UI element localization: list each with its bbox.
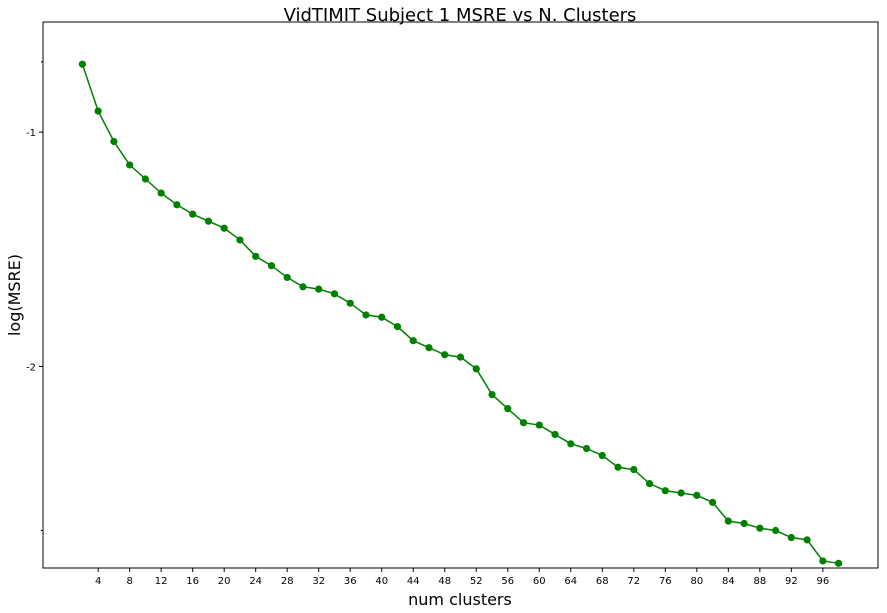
data-point [630, 465, 638, 474]
data-point [551, 430, 559, 439]
y-axis-label: log(MSRE) [5, 254, 24, 336]
data-point [220, 224, 228, 232]
data-point [189, 210, 197, 218]
series-line [81, 63, 839, 565]
data-point [787, 533, 795, 542]
x-tick-label: 32 [312, 576, 325, 587]
data-point [803, 536, 811, 544]
y-tick-label: -2 [26, 362, 36, 373]
data-point [519, 419, 528, 427]
data-point [567, 440, 575, 448]
y-tick-label: -1 [26, 128, 36, 139]
data-point [504, 405, 512, 413]
y-axis-ticks: -1 -2 [26, 61, 43, 532]
data-point [110, 137, 118, 146]
x-tick-label: 40 [375, 576, 388, 587]
data-point [299, 283, 307, 291]
data-point [393, 323, 402, 331]
data-point [378, 313, 386, 321]
data-point [157, 189, 165, 197]
data-point [252, 252, 260, 260]
data-point [330, 290, 339, 298]
x-tick-label: 84 [722, 576, 735, 587]
x-tick-label: 88 [753, 576, 766, 587]
data-point [126, 161, 134, 169]
data-point [456, 353, 465, 361]
x-axis-label: num clusters [408, 590, 512, 609]
x-tick-label: 56 [501, 576, 514, 587]
data-point [346, 299, 354, 307]
data-point [819, 557, 827, 565]
data-point [488, 390, 496, 399]
data-point [441, 351, 449, 359]
data-point [236, 236, 244, 244]
data-points [78, 60, 843, 567]
x-tick-label: 80 [690, 576, 703, 587]
data-point [708, 498, 717, 506]
data-point [141, 175, 150, 183]
data-point [677, 489, 685, 497]
x-tick-label: 60 [533, 576, 546, 587]
data-point [835, 559, 843, 567]
x-tick-label: 72 [627, 576, 640, 587]
data-point [645, 480, 654, 488]
data-point [173, 201, 181, 209]
data-point [409, 337, 417, 345]
x-tick-label: 48 [438, 576, 451, 587]
data-point [283, 273, 291, 282]
x-tick-label: 36 [344, 576, 357, 587]
data-point [267, 262, 276, 270]
data-point [693, 491, 701, 499]
data-point [362, 311, 370, 319]
chart-title: VidTIMIT Subject 1 MSRE vs N. Clusters [284, 5, 637, 26]
data-point [582, 444, 591, 453]
data-point [204, 217, 213, 225]
plot-frame [42, 21, 879, 569]
x-tick-label: 12 [155, 576, 168, 587]
x-tick-label: 96 [816, 576, 829, 587]
data-point [425, 344, 433, 352]
data-point [94, 107, 102, 115]
series-line-group [81, 63, 839, 565]
data-point [598, 451, 606, 460]
data-point [740, 519, 748, 528]
data-point [661, 487, 669, 495]
data-point [315, 285, 323, 293]
data-point [535, 421, 543, 429]
x-tick-label: 76 [659, 576, 672, 587]
x-tick-label: 52 [470, 576, 483, 587]
x-tick-label: 92 [785, 576, 798, 587]
x-tick-label: 44 [407, 576, 420, 587]
x-tick-label: 16 [186, 576, 199, 587]
x-axis-ticks: 4 8 12 16 20 24 28 32 36 40 44 48 52 56 60 64 68 72 76 80 84… [95, 568, 829, 587]
data-point [472, 365, 480, 373]
x-tick-label: 20 [218, 576, 231, 587]
data-point [724, 517, 732, 525]
x-tick-label: 4 [95, 576, 101, 587]
x-tick-label: 8 [126, 576, 132, 587]
data-point [614, 463, 622, 471]
data-point [756, 524, 764, 532]
x-tick-label: 28 [281, 576, 294, 587]
x-tick-label: 24 [249, 576, 262, 587]
data-point [78, 60, 86, 68]
data-point [771, 526, 780, 535]
x-tick-label: 64 [564, 576, 577, 587]
x-tick-label: 68 [596, 576, 609, 587]
